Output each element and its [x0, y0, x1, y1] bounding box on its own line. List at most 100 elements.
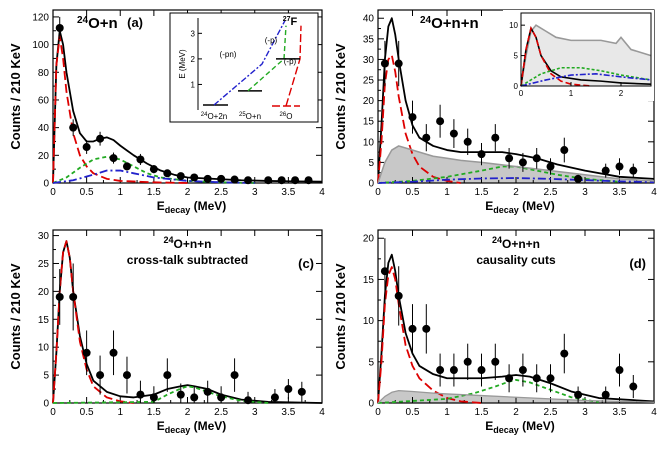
y-axis-label: Counts / 210 KeV	[333, 263, 348, 370]
data-point	[615, 162, 624, 171]
data-point	[615, 366, 624, 375]
data-point	[163, 371, 172, 380]
data-point	[408, 324, 417, 333]
inset-bottom-label: 26O	[280, 112, 293, 121]
data-point	[380, 59, 389, 68]
x-axis-label-unit: (MeV)	[519, 199, 555, 213]
inset-y-label: E (MeV)	[178, 49, 187, 79]
x-tick-label: 1.5	[147, 187, 161, 198]
chart-subtitle: causality cuts	[476, 253, 556, 267]
panel-d: 0 0.5 1 1.5 2 2.5 3 3.5 4 0 5 10 15 20 Counts / 210 Ke…	[333, 229, 657, 435]
y-tick-label: 15	[363, 117, 375, 128]
data-point	[264, 176, 273, 185]
x-tick-label: 0.5	[80, 187, 94, 198]
inset-27F-sup: 27	[283, 16, 291, 23]
x-axis-label: Edecay (MeV)	[157, 419, 227, 435]
panel-label: (a)	[127, 15, 143, 30]
data-point	[277, 176, 286, 185]
x-axis-label-main: E	[157, 199, 165, 213]
data-point	[629, 166, 638, 175]
panel-label: (c)	[298, 256, 314, 271]
data-point	[477, 150, 486, 159]
y-tick-label: 0	[368, 399, 374, 410]
data-point	[190, 393, 199, 402]
data-point	[217, 174, 226, 183]
background-fill	[378, 145, 654, 183]
data-point	[518, 366, 527, 375]
inset-path-pn	[213, 20, 286, 106]
x-tick-label: 1	[444, 407, 450, 418]
x-tick-label: 3.5	[613, 407, 627, 418]
x-tick-label: 2.5	[544, 187, 558, 198]
data-point	[463, 137, 472, 146]
x-tick-label: 2.5	[214, 187, 228, 198]
x-tick-label: 3	[252, 407, 258, 418]
inset-transition-label: (-p)	[284, 57, 297, 66]
data-point	[270, 393, 279, 402]
data-point	[422, 133, 431, 142]
inset-bottom-rest: O+n	[246, 112, 261, 121]
x-axis-label: Edecay (MeV)	[485, 199, 555, 215]
y-tick-label: 0	[368, 179, 374, 190]
data-point	[505, 374, 514, 383]
y-tick-label: 0	[43, 399, 49, 410]
y-tick-label: 40	[363, 14, 375, 25]
x-axis-label-main: E	[485, 199, 493, 213]
data-point	[546, 374, 555, 383]
data-point	[532, 154, 541, 163]
data-point	[203, 387, 212, 396]
x-tick-label: 3	[582, 407, 588, 418]
x-tick-label: 3.5	[281, 187, 295, 198]
x-tick-label: 1	[444, 187, 450, 198]
x-tick-label: 3.5	[613, 187, 627, 198]
data-point	[532, 374, 541, 383]
inset-y-tick-label: 10	[509, 21, 518, 30]
data-point	[149, 165, 158, 174]
y-tick-label: 30	[363, 55, 375, 66]
y-tick-label: 5	[368, 158, 374, 169]
data-point	[477, 366, 486, 375]
series-line-2	[377, 165, 620, 184]
title-superscript: 24	[492, 235, 502, 245]
data-point	[244, 176, 253, 185]
inset-x-tick-label: 0	[519, 89, 524, 98]
y-tick-label: 35	[363, 34, 375, 45]
data-point	[203, 174, 212, 183]
data-point	[629, 382, 638, 391]
x-tick-label: 0.5	[406, 187, 420, 198]
x-tick-label: 2	[185, 187, 191, 198]
x-tick-label: 4	[651, 187, 657, 198]
x-axis-label-unit: (MeV)	[519, 419, 555, 433]
data-point	[96, 371, 105, 380]
inset-y-tick-label: 3	[191, 29, 196, 38]
data-point	[574, 390, 583, 399]
data-point	[230, 175, 239, 184]
chart-subtitle: cross-talk subtracted	[127, 253, 248, 267]
data-point	[176, 390, 185, 399]
series-line-1	[377, 266, 482, 404]
inset-y-tick-label: 5	[514, 52, 519, 61]
x-axis-label-unit: (MeV)	[190, 199, 226, 213]
data-point	[163, 169, 172, 178]
panel-b: 0 0.5 1 1.5 2 2.5 3 3.5 40510152025303540Counts …	[333, 9, 657, 215]
data-point	[176, 172, 185, 181]
data-point	[96, 134, 105, 143]
data-point	[82, 143, 91, 152]
x-tick-label: 1.5	[475, 407, 489, 418]
data-point	[304, 176, 313, 185]
x-axis-label: Edecay (MeV)	[157, 199, 227, 215]
x-tick-label: 2.5	[214, 407, 228, 418]
inset-bottom-rest: O	[286, 112, 292, 121]
data-point	[244, 396, 253, 405]
x-tick-label: 4	[319, 187, 325, 198]
data-point	[122, 162, 131, 171]
inset-x-tick-label: 1	[569, 89, 574, 98]
title-superscript: 24	[420, 15, 432, 26]
y-tick-label: 100	[32, 40, 49, 51]
title-superscript: 24	[77, 15, 89, 26]
y-tick-label: 0	[43, 179, 49, 190]
data-point	[217, 393, 226, 402]
y-tick-label: 30	[38, 231, 50, 242]
data-point	[69, 292, 78, 301]
